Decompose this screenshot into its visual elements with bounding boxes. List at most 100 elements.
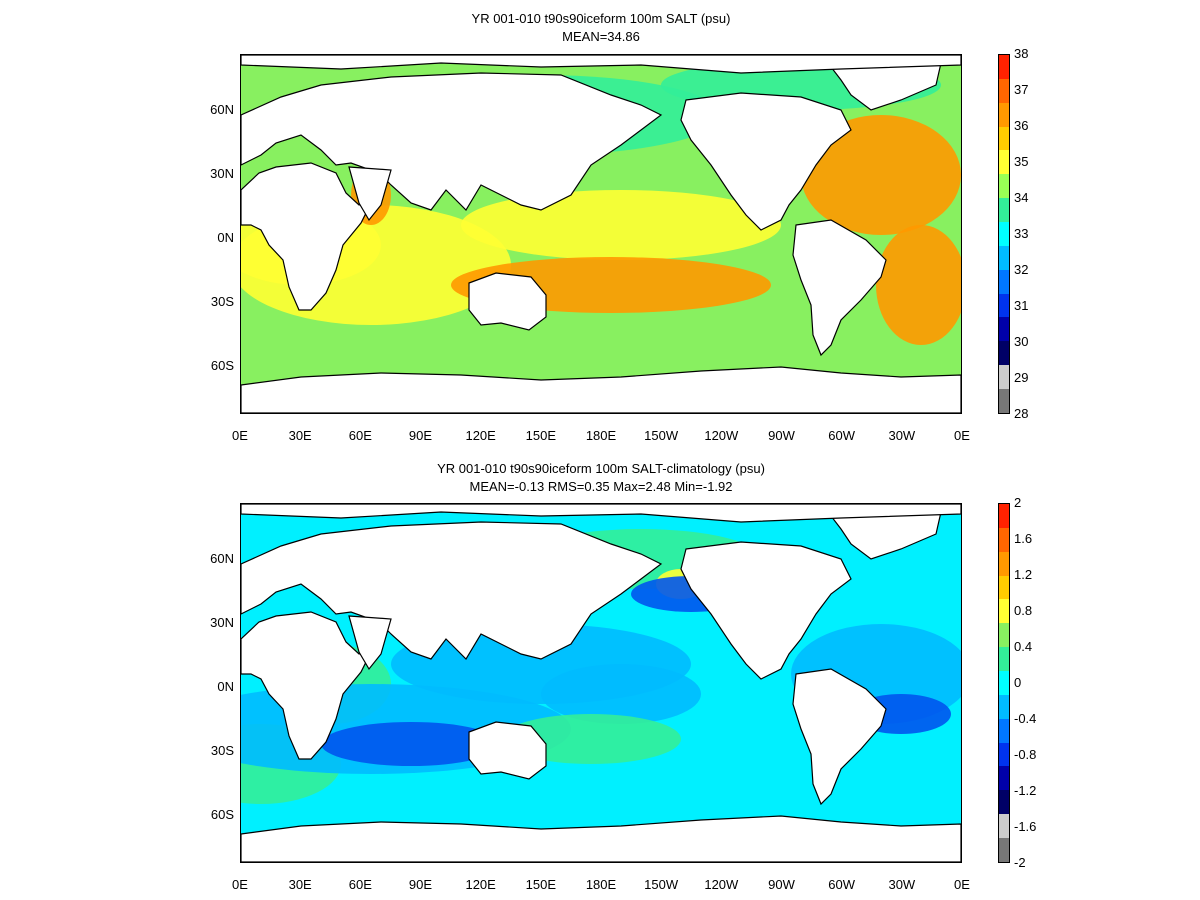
x-tick-label: 60W bbox=[828, 877, 856, 892]
colorbar-tick-label: 37 bbox=[1014, 82, 1029, 97]
y-tick-label: 30S bbox=[210, 294, 234, 309]
x-tick-label: 60E bbox=[348, 877, 372, 892]
land-arctic bbox=[241, 504, 961, 523]
colorbar-swatch bbox=[999, 814, 1009, 839]
land-samerica bbox=[792, 219, 887, 357]
y-tick-label: 30N bbox=[210, 166, 234, 181]
y-tick-label: 60S bbox=[210, 807, 234, 822]
colorbar-tick-label: 0 bbox=[1014, 675, 1022, 690]
colorbar-swatch bbox=[999, 742, 1009, 767]
colorbar-swatch bbox=[999, 694, 1009, 719]
colorbar-swatch bbox=[999, 623, 1009, 648]
colorbar-tick-label: -1.2 bbox=[1014, 783, 1037, 798]
colorbar-swatch bbox=[999, 102, 1009, 127]
land-india bbox=[348, 615, 392, 671]
x-tick-label: 120W bbox=[704, 428, 739, 443]
colorbar-swatch bbox=[999, 599, 1009, 624]
salinity-region bbox=[801, 115, 961, 235]
top-salinity-map bbox=[240, 54, 962, 414]
top-map-canvas bbox=[241, 55, 961, 413]
colorbar-tick-label: -2 bbox=[1014, 855, 1026, 870]
x-tick-label: 90E bbox=[408, 877, 433, 892]
land-africa bbox=[241, 162, 373, 311]
colorbar-tick-label: 34 bbox=[1014, 190, 1029, 205]
land-antarctica bbox=[241, 366, 961, 413]
colorbar-swatch bbox=[999, 317, 1009, 342]
colorbar-swatch bbox=[999, 174, 1009, 199]
x-tick-label: 90W bbox=[768, 877, 795, 892]
colorbar-swatch bbox=[999, 222, 1009, 246]
x-tick-label: 0E bbox=[232, 428, 248, 443]
colorbar-swatch bbox=[999, 647, 1009, 672]
colorbar-tick-label: 2 bbox=[1014, 495, 1022, 510]
colorbar-swatch bbox=[999, 766, 1009, 791]
bottom-map-canvas bbox=[241, 504, 961, 862]
x-tick-label: 30E bbox=[288, 428, 312, 443]
colorbar-swatch bbox=[999, 55, 1009, 79]
y-tick-label: 0N bbox=[217, 679, 234, 694]
colorbar-tick-label: 29 bbox=[1014, 370, 1029, 385]
top-panel-subtitle: MEAN=34.86 bbox=[562, 29, 640, 44]
bottom-anomaly-map bbox=[240, 503, 962, 863]
bottom-panel-subtitle: MEAN=-0.13 RMS=0.35 Max=2.48 Min=-1.92 bbox=[469, 479, 733, 494]
x-tick-label: 120E bbox=[465, 877, 496, 892]
colorbar-swatch bbox=[999, 293, 1009, 318]
colorbar-swatch bbox=[999, 504, 1009, 528]
y-tick-label: 30N bbox=[210, 615, 234, 630]
x-tick-label: 60E bbox=[348, 428, 372, 443]
colorbar-tick-label: 36 bbox=[1014, 118, 1029, 133]
colorbar-tick-label: 33 bbox=[1014, 226, 1029, 241]
x-tick-label: 90E bbox=[408, 428, 433, 443]
land-namerica bbox=[680, 541, 852, 680]
colorbar-swatch bbox=[999, 78, 1009, 103]
colorbar-tick-label: -0.4 bbox=[1014, 711, 1037, 726]
colorbar-swatch bbox=[999, 551, 1009, 576]
colorbar-tick-label: 0.8 bbox=[1014, 603, 1033, 618]
x-tick-label: 120E bbox=[465, 428, 496, 443]
land-africa bbox=[241, 611, 373, 760]
colorbar-tick-label: 32 bbox=[1014, 262, 1029, 277]
x-tick-label: 150W bbox=[644, 428, 679, 443]
colorbar-tick-label: -0.8 bbox=[1014, 747, 1037, 762]
land-antarctica bbox=[241, 815, 961, 862]
colorbar-swatch bbox=[999, 838, 1009, 862]
colorbar-tick-label: 28 bbox=[1014, 406, 1029, 421]
colorbar-swatch bbox=[999, 718, 1009, 743]
bottom-panel-title: YR 001-010 t90s90iceform 100m SALT-clima… bbox=[437, 461, 765, 476]
colorbar-tick-label: 38 bbox=[1014, 46, 1029, 61]
salinity-region bbox=[461, 190, 781, 260]
colorbar-tick-label: 1.2 bbox=[1014, 567, 1033, 582]
colorbar-swatch bbox=[999, 527, 1009, 552]
colorbar-swatch bbox=[999, 150, 1009, 175]
x-tick-label: 60W bbox=[828, 428, 856, 443]
colorbar-swatch bbox=[999, 198, 1009, 223]
land-australia bbox=[468, 272, 547, 331]
x-tick-label: 30W bbox=[888, 877, 916, 892]
x-tick-label: 30E bbox=[288, 877, 312, 892]
colorbar-tick-label: 0.4 bbox=[1014, 639, 1033, 654]
colorbar-swatch bbox=[999, 365, 1009, 390]
salinity-region bbox=[321, 722, 501, 766]
land-eurasia bbox=[241, 72, 663, 211]
y-tick-label: 0N bbox=[217, 230, 234, 245]
colorbar-tick-label: -1.6 bbox=[1014, 819, 1037, 834]
x-tick-label: 30W bbox=[888, 428, 916, 443]
land-arctic bbox=[241, 55, 961, 74]
y-tick-label: 60N bbox=[210, 102, 234, 117]
x-tick-label: 0E bbox=[954, 877, 970, 892]
x-tick-label: 180E bbox=[585, 428, 617, 443]
land-samerica bbox=[792, 668, 887, 806]
colorbar-swatch bbox=[999, 389, 1009, 413]
top-colorbar bbox=[998, 54, 1010, 414]
x-tick-label: 150E bbox=[525, 428, 557, 443]
y-tick-label: 60S bbox=[210, 358, 234, 373]
colorbar-swatch bbox=[999, 269, 1009, 294]
colorbar-swatch bbox=[999, 790, 1009, 815]
colorbar-swatch bbox=[999, 245, 1009, 270]
colorbar-tick-label: 35 bbox=[1014, 154, 1029, 169]
x-tick-label: 150E bbox=[525, 877, 557, 892]
y-tick-label: 30S bbox=[210, 743, 234, 758]
x-tick-label: 0E bbox=[954, 428, 970, 443]
colorbar-tick-label: 1.6 bbox=[1014, 531, 1033, 546]
salinity-region bbox=[541, 664, 701, 724]
